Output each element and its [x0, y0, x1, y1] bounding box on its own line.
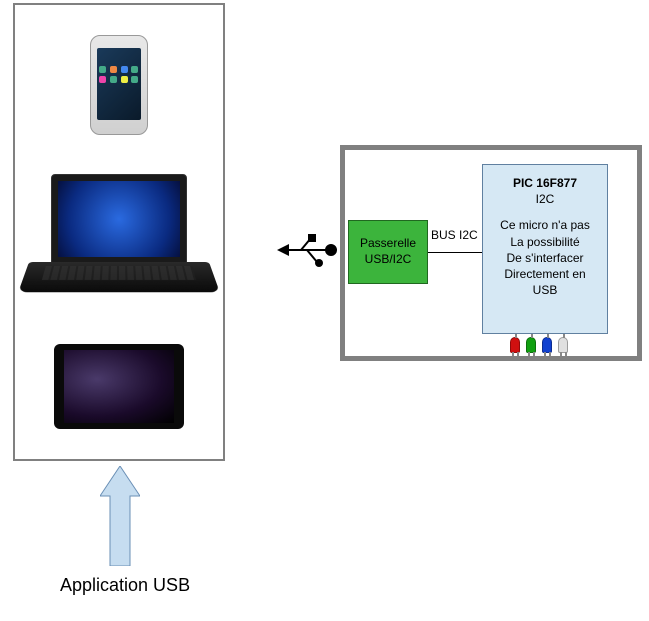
usb-icon — [277, 230, 339, 270]
bus-line — [428, 252, 482, 253]
application-label: Application USB — [60, 575, 190, 596]
arrow-shape — [100, 466, 140, 566]
pic-desc-3: De s'interfacer — [507, 250, 584, 266]
bus-label: BUS I2C — [431, 228, 478, 242]
smartphone-illustration — [90, 35, 148, 135]
arrow-up — [100, 466, 140, 566]
tablet-illustration — [54, 344, 184, 429]
led-white — [558, 337, 568, 353]
pic-desc-1: Ce micro n'a pas — [500, 217, 590, 233]
pic-desc-4: Directement en — [504, 266, 585, 282]
gateway-line2: USB/I2C — [365, 252, 412, 268]
laptop-illustration — [29, 174, 209, 304]
pic-box: PIC 16F877 I2C Ce micro n'a pas La possi… — [482, 164, 608, 334]
led-blue — [542, 337, 552, 353]
pic-title: PIC 16F877 — [513, 175, 577, 191]
gateway-box: Passerelle USB/I2C — [348, 220, 428, 284]
pic-sub: I2C — [536, 191, 555, 207]
pic-desc-5: USB — [533, 282, 558, 298]
pic-desc-2: La possibilité — [510, 234, 579, 250]
devices-container — [13, 3, 225, 461]
led-row — [510, 337, 568, 353]
led-red — [510, 337, 520, 353]
led-green — [526, 337, 536, 353]
gateway-line1: Passerelle — [360, 236, 416, 252]
